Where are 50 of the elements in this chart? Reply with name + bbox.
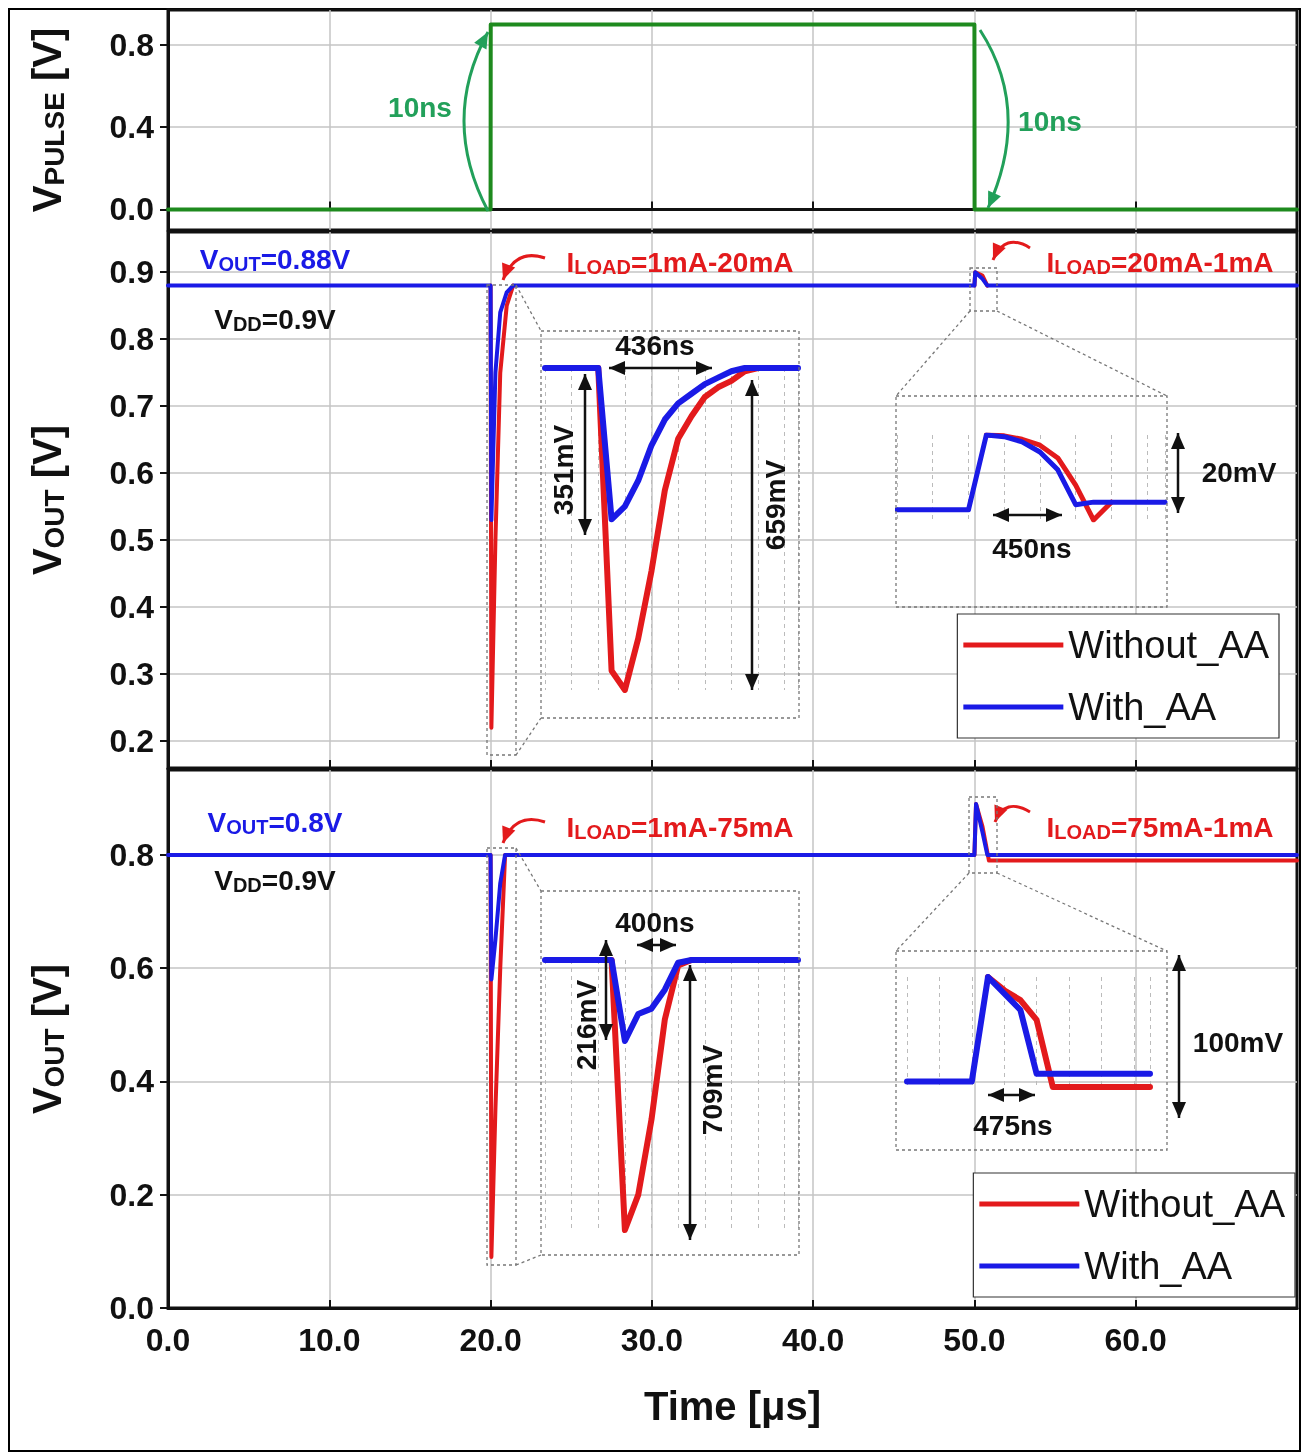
y-tick-label: 0.3: [109, 656, 154, 693]
x-tick-label: 30.0: [620, 1322, 683, 1358]
annotation: 20mV: [1201, 456, 1277, 488]
annotation: ILOAD=1mA-75mA: [566, 811, 794, 843]
y-tick-label: 0.7: [109, 388, 154, 425]
annotation: 475ns: [973, 1109, 1053, 1141]
annotation: ILOAD=20mA-1mA: [1046, 246, 1274, 278]
annotation: 10ns: [388, 91, 452, 123]
annotation: 10ns: [1018, 105, 1082, 137]
y-tick-label: 0.8: [109, 321, 154, 358]
x-axis-title: Time [μs]: [643, 1384, 822, 1428]
x-tick-label: 50.0: [943, 1322, 1006, 1358]
legend-label: Without_AA: [1068, 624, 1270, 666]
annotation: VDD=0.9V: [214, 864, 337, 896]
annotation: VOUT=0.8V: [207, 806, 343, 838]
y-tick-label: 0.6: [109, 950, 154, 987]
annotation: ILOAD=75mA-1mA: [1046, 811, 1274, 843]
legend-label: Without_AA: [1084, 1183, 1286, 1225]
y-tick-label: 0.8: [109, 836, 154, 873]
line-series: [166, 801, 1299, 982]
legend-label: With_AA: [1068, 686, 1217, 728]
y-axis-title: VOUT [V]: [25, 963, 70, 1115]
x-tick-label: 40.0: [782, 1322, 845, 1358]
y-tick-label: 0.4: [109, 109, 155, 146]
y-tick-label: 0.4: [109, 589, 155, 626]
annotation: 216mV: [570, 979, 602, 1071]
y-tick-label: 0.9: [109, 254, 154, 291]
y-axis-title: VOUT [V]: [25, 424, 70, 576]
annotation: VOUT=0.88V: [199, 243, 351, 275]
y-tick-label: 0.6: [109, 455, 154, 492]
y-tick-label: 0.0: [109, 191, 154, 228]
annotation: 436ns: [615, 329, 695, 361]
y-axis-title: VPULSE [V]: [25, 27, 70, 213]
annotation: 351mV: [547, 424, 579, 516]
annotation: 659mV: [759, 459, 791, 551]
annotation: VDD=0.9V: [214, 303, 337, 335]
y-tick-label: 0.4: [109, 1063, 155, 1100]
y-tick-label: 0.8: [109, 26, 154, 63]
annotation: ILOAD=1mA-20mA: [566, 246, 794, 278]
x-tick-label: 20.0: [459, 1322, 522, 1358]
annotation: 100mV: [1192, 1026, 1284, 1058]
y-tick-label: 0.2: [109, 723, 154, 760]
x-tick-label: 10.0: [298, 1322, 361, 1358]
legend-label: With_AA: [1084, 1245, 1233, 1287]
annotation: 400ns: [615, 906, 695, 938]
annotation: 709mV: [696, 1044, 728, 1136]
annotation: 450ns: [992, 532, 1072, 564]
y-tick-label: 0.2: [109, 1176, 154, 1213]
y-tick-label: 0.5: [109, 522, 154, 559]
x-tick-label: 60.0: [1104, 1322, 1167, 1358]
